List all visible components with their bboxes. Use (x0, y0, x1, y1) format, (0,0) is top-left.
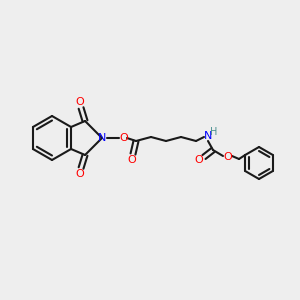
Text: O: O (224, 152, 232, 162)
Text: O: O (76, 169, 84, 179)
Text: O: O (195, 155, 203, 165)
Text: O: O (128, 155, 136, 165)
Text: O: O (76, 97, 84, 107)
Text: N: N (98, 133, 106, 143)
Text: O: O (120, 133, 128, 143)
Text: H: H (210, 127, 218, 137)
Text: N: N (204, 131, 212, 141)
